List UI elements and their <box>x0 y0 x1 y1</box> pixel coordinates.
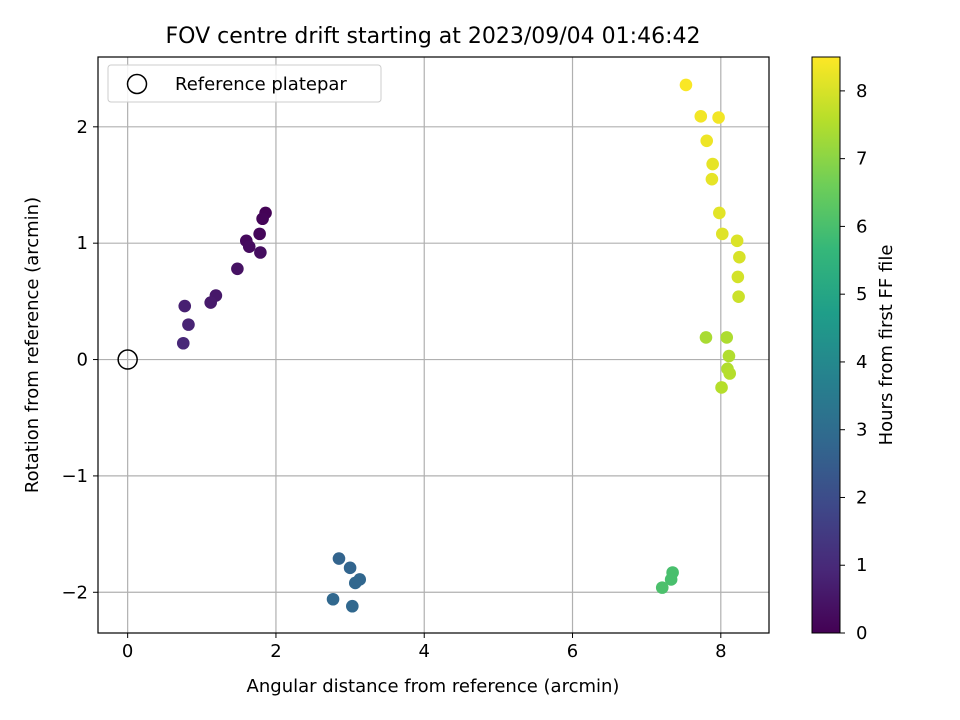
data-point <box>706 157 719 171</box>
y-axis-ticks: −2 −1 0 1 2 <box>61 117 98 603</box>
y-tick-label: −2 <box>61 582 88 603</box>
colorbar-label: Hours from first FF file <box>876 245 897 446</box>
colorbar-tick-label: 2 <box>856 487 867 508</box>
legend: Reference platepar <box>107 64 382 103</box>
y-axis-label: Rotation from reference (arcmin) <box>22 197 43 493</box>
data-point <box>254 246 267 259</box>
x-axis-label: Angular distance from reference (arcmin) <box>247 676 620 697</box>
data-point <box>720 331 734 344</box>
colorbar-tick-label: 3 <box>856 420 867 441</box>
colorbar-tick-label: 1 <box>856 555 867 576</box>
grid-lines <box>98 57 769 633</box>
data-point <box>204 296 217 309</box>
colorbar-ticks: 0 1 2 3 4 5 6 7 8 <box>840 81 867 644</box>
colorbar-tick-label: 0 <box>856 623 867 644</box>
data-point <box>730 234 744 248</box>
data-point <box>731 270 745 284</box>
data-point <box>176 336 190 350</box>
data-point <box>253 227 266 241</box>
colorbar-tick-label: 5 <box>856 284 867 305</box>
colorbar-gradient <box>811 56 841 634</box>
data-point <box>326 592 340 606</box>
data-point <box>694 110 708 123</box>
x-tick-label: 8 <box>715 641 726 662</box>
data-point <box>332 552 346 565</box>
x-axis-ticks: 0 2 4 6 8 <box>122 633 727 662</box>
data-point <box>343 561 357 575</box>
colorbar: 0 1 2 3 4 5 6 7 8 Hours from first FF file <box>811 56 897 644</box>
data-point <box>732 290 745 304</box>
x-tick-label: 6 <box>567 641 578 662</box>
data-point <box>664 573 678 586</box>
legend-box <box>107 64 382 103</box>
data-point <box>700 134 714 148</box>
data-point <box>256 212 269 226</box>
y-tick-label: 2 <box>77 117 88 138</box>
x-tick-label: 2 <box>270 641 281 662</box>
y-tick-label: 1 <box>77 233 88 254</box>
legend-marker-reference <box>126 73 148 95</box>
data-point <box>699 331 713 344</box>
data-point <box>705 172 719 186</box>
data-point <box>655 581 669 594</box>
data-point <box>348 576 362 590</box>
x-tick-label: 0 <box>122 641 133 662</box>
data-point <box>178 299 192 313</box>
x-tick-label: 4 <box>419 641 430 662</box>
colorbar-tick-label: 7 <box>856 149 867 170</box>
data-point <box>722 349 736 363</box>
chart-title: FOV centre drift starting at 2023/09/04 … <box>166 24 701 49</box>
y-tick-label: −1 <box>61 466 88 487</box>
data-point <box>715 227 729 241</box>
data-point <box>231 262 244 276</box>
colorbar-tick-label: 6 <box>856 216 867 237</box>
legend-label-reference: Reference platepar <box>175 74 347 95</box>
data-point <box>723 367 737 380</box>
reference-platepar-marker <box>117 349 138 370</box>
data-point <box>713 206 726 220</box>
data-point <box>242 240 256 253</box>
reference-marker <box>117 349 138 370</box>
plot-frame <box>97 56 770 634</box>
data-point <box>712 111 725 124</box>
y-tick-label: 0 <box>77 350 88 371</box>
data-point <box>715 381 728 394</box>
data-point <box>733 250 746 264</box>
colorbar-tick-label: 4 <box>856 352 867 373</box>
data-point <box>679 78 693 92</box>
data-point <box>346 599 359 613</box>
data-point <box>182 318 195 331</box>
colorbar-tick-label: 8 <box>856 81 867 102</box>
data-points <box>176 78 746 613</box>
